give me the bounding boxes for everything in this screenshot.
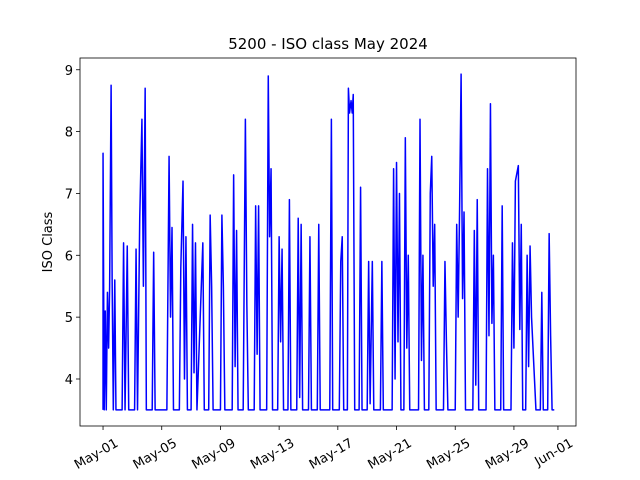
y-tick-label: 6 [65,249,73,264]
x-tick-label: May-13 [248,436,297,473]
x-tick-label: May-29 [483,436,532,473]
y-tick-label: 5 [65,311,73,326]
y-tick-label: 4 [65,373,73,388]
x-tick-label: Jun-01 [532,436,576,470]
chart-title: 5200 - ISO class May 2024 [228,35,428,53]
x-tick-label: May-21 [366,436,415,473]
data-line [102,73,555,411]
axes-frame [79,57,577,427]
y-tick-label: 9 [65,64,73,79]
x-tick-label: May-01 [72,436,121,473]
y-tick-label: 8 [65,126,73,141]
x-tick-label: May-09 [189,436,238,473]
x-tick-label: May-05 [131,436,180,473]
x-tick-label: May-25 [424,436,473,473]
y-axis-label: ISO Class [41,211,56,272]
y-tick-label: 7 [65,187,73,202]
x-tick-label: May-17 [307,436,356,473]
